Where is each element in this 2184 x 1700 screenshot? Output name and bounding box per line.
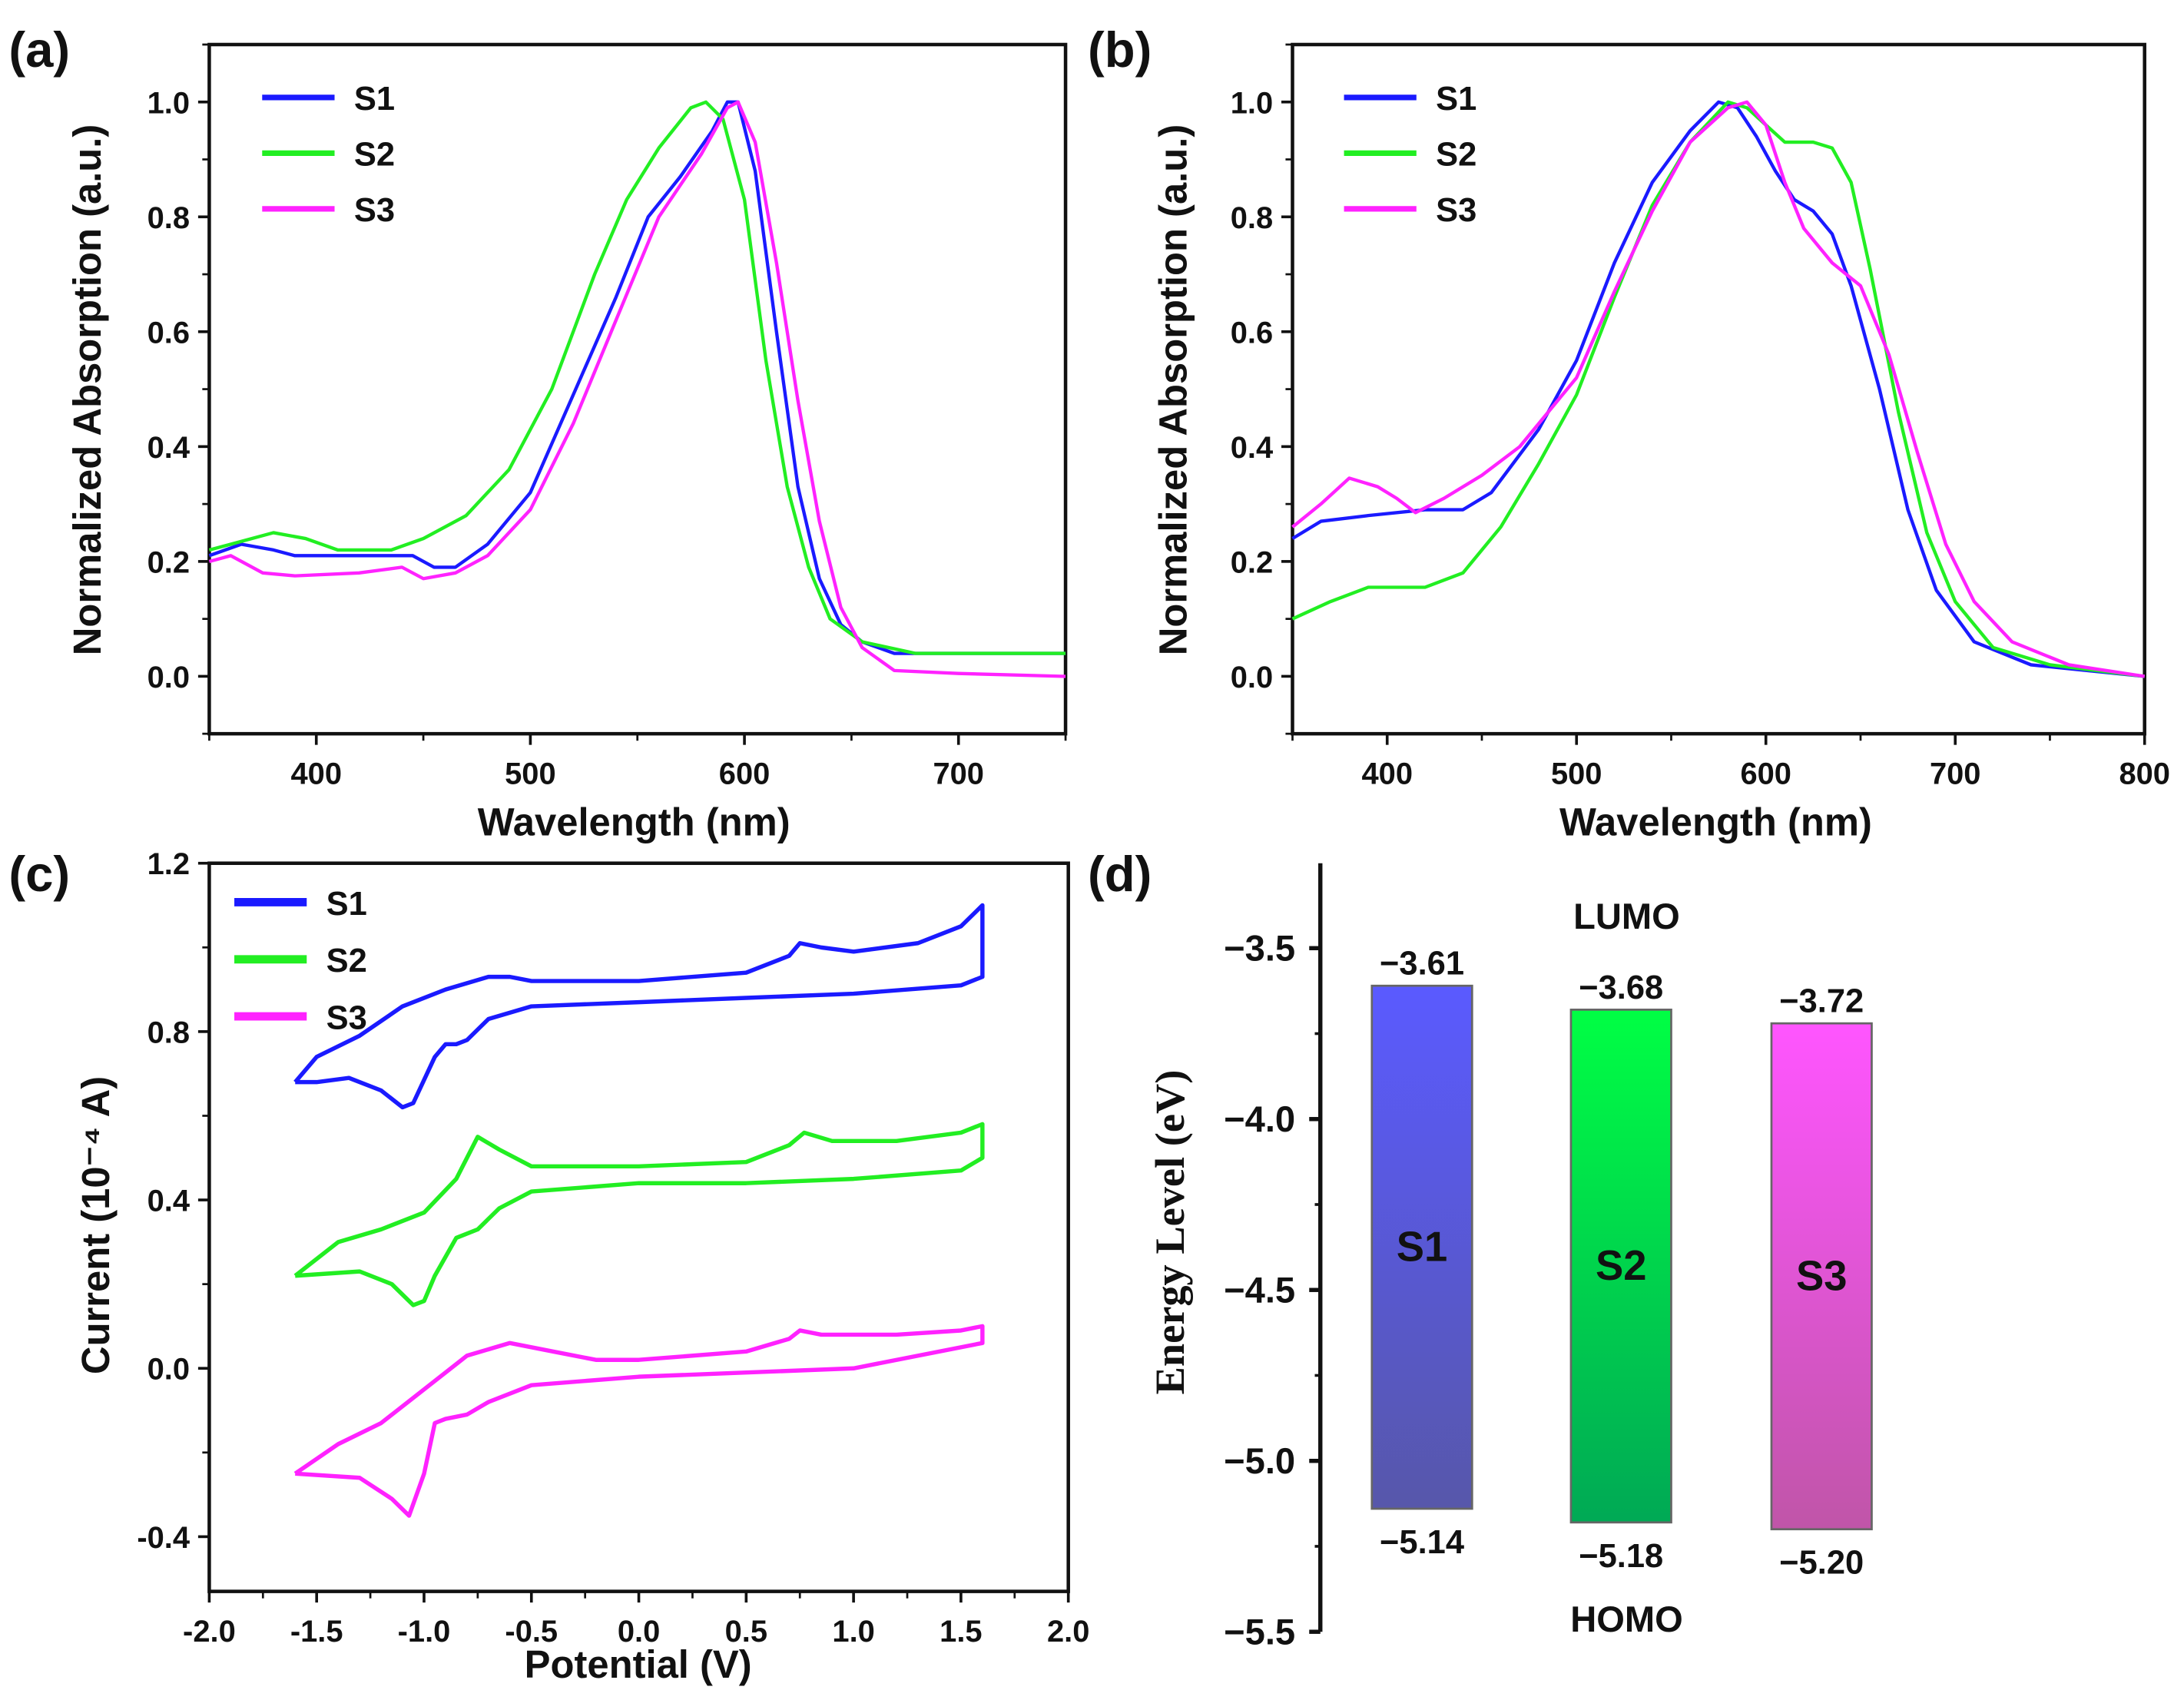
homo-label: HOMO: [1570, 1599, 1683, 1639]
x-tick-label: 400: [290, 757, 342, 790]
y-axis-label: Normalized Absorption (a.u.): [1152, 124, 1195, 656]
y-tick-label: 0.0: [147, 661, 190, 694]
plot-frame: [207, 42, 1068, 736]
series-line-s3: [208, 100, 1066, 678]
y-tick-label: 1.0: [147, 86, 190, 120]
y-tick-label: 0.4: [147, 431, 190, 465]
y-tick-label: 0.0: [1231, 661, 1273, 694]
bar-label-s3: S3: [1796, 1253, 1848, 1300]
panel-label-b: (b): [1088, 22, 1152, 78]
x-tick-label: 800: [2119, 757, 2170, 790]
homo-value: −5.20: [1779, 1545, 1864, 1582]
y-tick-label: 0.6: [147, 316, 190, 350]
panel-b: (b) 400 500 600 700 800 0.0 0.2 0.4 0.6 0.8 1.0 Wav…: [1088, 22, 2170, 843]
energy-bar-s3: [1770, 1022, 1873, 1531]
y-tick-label: −3.5: [1224, 928, 1295, 969]
series-line-s1: [1291, 100, 2145, 678]
panel-d: (d) −3.5 −4.0 −4.5 −5.0 −5.5 Energy Level (eV…: [1088, 846, 1873, 1652]
y-tick-label: 0.2: [147, 545, 190, 579]
x-tick-label: 500: [1551, 757, 1602, 790]
panel-a: (a) 400 500 600 700 0.0 0.2 0.4 0.6 0.8 1.0 Wavele…: [8, 22, 1068, 843]
x-tick-label: -1.0: [398, 1615, 451, 1649]
y-tick-label: −5.5: [1224, 1612, 1295, 1652]
y-tick-label: 0.0: [147, 1353, 190, 1387]
x-tick-label: 500: [505, 757, 556, 790]
y-axis-label: Energy Level (eV): [1147, 1070, 1193, 1395]
lumo-value: −3.68: [1579, 969, 1663, 1006]
x-axis-label: Wavelength (nm): [1559, 800, 1872, 843]
series-line-s2: [1291, 100, 2145, 678]
legend-label-s1: S1: [1436, 81, 1476, 118]
series-line-s1: [293, 903, 985, 1110]
y-axis-label: Current (10⁻⁴ A): [74, 1076, 118, 1374]
bar-label-s2: S2: [1596, 1242, 1647, 1289]
legend-label-s2: S2: [354, 137, 395, 174]
y-tick-label: 0.6: [1231, 316, 1273, 350]
y-tick-label: −5.0: [1224, 1440, 1295, 1481]
x-tick-label: -1.5: [290, 1615, 343, 1649]
y-tick-label: 1.2: [147, 847, 190, 881]
legend-label-s2: S2: [326, 943, 367, 979]
x-tick-label: -0.5: [505, 1615, 558, 1649]
plot-frame: [1291, 42, 2146, 736]
series-line-s1: [208, 100, 1066, 655]
legend-label-s2: S2: [1436, 137, 1476, 174]
panel-label-d: (d): [1088, 846, 1152, 902]
x-tick-label: 1.0: [832, 1615, 874, 1649]
panel-label-a: (a): [8, 22, 70, 78]
x-tick-label: 400: [1361, 757, 1413, 790]
series-line-s3: [293, 1324, 985, 1518]
legend-label-s1: S1: [326, 886, 367, 923]
panel-label-c: (c): [8, 846, 70, 902]
x-tick-label: -2.0: [183, 1615, 236, 1649]
lumo-value: −3.72: [1779, 983, 1864, 1020]
y-tick-label: 0.8: [147, 1016, 190, 1049]
x-tick-label: 1.5: [940, 1615, 982, 1649]
homo-value: −5.18: [1579, 1538, 1663, 1575]
x-tick-label: 700: [1930, 757, 1981, 790]
y-tick-label: 0.8: [1231, 201, 1273, 235]
x-tick-label: 0.0: [618, 1615, 660, 1649]
legend-label-s3: S3: [326, 999, 367, 1036]
y-tick-label: -0.4: [137, 1521, 190, 1555]
x-tick-label: 0.5: [725, 1615, 767, 1649]
legend-label-s3: S3: [1436, 192, 1476, 229]
bar-label-s1: S1: [1397, 1224, 1448, 1271]
series-line-s2: [208, 100, 1066, 655]
x-tick-label: 600: [719, 757, 771, 790]
y-tick-label: 0.4: [147, 1185, 190, 1218]
x-axis-label: Wavelength (nm): [478, 800, 790, 843]
energy-bar-s2: [1569, 1009, 1672, 1524]
lumo-label: LUMO: [1573, 896, 1680, 936]
legend-label-s1: S1: [354, 81, 395, 118]
panel-c: (c) -2.0 -1.5 -1.0 -0.5 0.0 0.5 1.0 1.5 2.0 -0.4 0…: [8, 846, 1089, 1686]
energy-bar-s1: [1370, 984, 1473, 1510]
homo-value: −5.14: [1380, 1524, 1464, 1561]
y-tick-label: −4.5: [1224, 1270, 1295, 1311]
y-tick-label: 1.0: [1231, 86, 1273, 120]
x-tick-label: 600: [1740, 757, 1791, 790]
y-tick-label: −4.0: [1224, 1099, 1295, 1139]
y-tick-label: 0.4: [1231, 431, 1273, 465]
y-tick-label: 0.8: [147, 201, 190, 235]
x-axis-label: Potential (V): [525, 1642, 752, 1686]
legend-label-s3: S3: [354, 192, 395, 229]
lumo-value: −3.61: [1380, 946, 1464, 983]
y-tick-label: 0.2: [1231, 545, 1273, 579]
series-line-s3: [1291, 100, 2146, 678]
series-line-s2: [293, 1122, 985, 1307]
x-tick-label: 700: [933, 757, 984, 790]
y-axis-label: Normalized Absorption (a.u.): [65, 124, 109, 656]
x-tick-label: 2.0: [1047, 1615, 1089, 1649]
